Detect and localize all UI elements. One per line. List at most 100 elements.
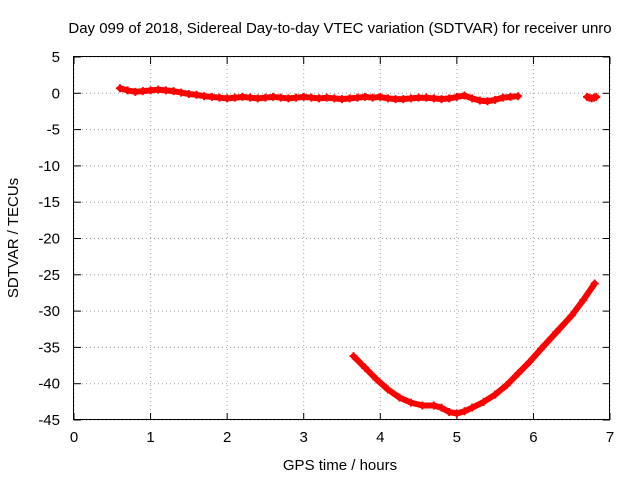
data-point	[406, 94, 415, 103]
data-point	[391, 95, 400, 104]
data-point	[284, 94, 293, 103]
data-point	[406, 398, 415, 407]
data-point	[429, 94, 438, 103]
data-point	[322, 93, 331, 102]
data-point	[207, 92, 216, 101]
data-point	[483, 97, 492, 106]
data-point	[184, 90, 193, 99]
y-tick-label: -35	[38, 339, 60, 356]
data-point	[525, 357, 534, 366]
data-point	[360, 363, 369, 372]
data-point	[399, 95, 408, 104]
series-line	[350, 280, 598, 417]
data-point	[460, 91, 469, 100]
data-point	[590, 279, 599, 288]
data-point	[246, 93, 255, 102]
data-point	[360, 92, 369, 101]
data-point	[445, 408, 454, 417]
data-point	[315, 94, 324, 103]
data-point	[330, 94, 339, 103]
data-point	[223, 94, 232, 103]
data-point	[460, 407, 469, 416]
data-point	[192, 90, 201, 99]
data-point	[353, 93, 362, 102]
data-point	[452, 92, 461, 101]
x-tick-label: 1	[146, 429, 154, 446]
data-point	[307, 93, 316, 102]
data-point	[177, 88, 186, 97]
axis-ticks	[73, 56, 611, 421]
data-point	[169, 87, 178, 96]
series-2	[583, 92, 601, 103]
data-point	[491, 95, 500, 104]
data-point	[383, 385, 392, 394]
y-tick-label: -20	[38, 231, 60, 248]
data-point	[123, 86, 132, 95]
x-tick-label: 6	[529, 429, 537, 446]
x-tick-label: 0	[70, 429, 78, 446]
data-point	[414, 93, 423, 102]
x-tick-label: 3	[300, 429, 308, 446]
data-point	[514, 369, 523, 378]
data-point	[261, 93, 270, 102]
data-point	[514, 92, 523, 101]
data-series	[115, 84, 601, 418]
y-tick-label: -25	[38, 267, 60, 284]
data-point	[395, 393, 404, 402]
y-axis-label: SDTVAR / TECUs	[5, 178, 22, 298]
data-point	[230, 93, 239, 102]
data-point	[372, 375, 381, 384]
series-1	[115, 84, 523, 106]
data-point	[269, 92, 278, 101]
data-point	[349, 352, 358, 361]
data-point	[592, 92, 601, 101]
y-tick-label: -40	[38, 376, 60, 393]
data-point	[579, 296, 588, 305]
data-point	[376, 92, 385, 101]
data-point	[131, 87, 140, 96]
x-axis-label: GPS time / hours	[283, 457, 397, 474]
data-point	[115, 84, 124, 93]
data-point	[552, 328, 561, 337]
y-tick-label: -10	[38, 158, 60, 175]
data-point	[338, 95, 346, 104]
data-point	[422, 93, 431, 102]
y-tick-label: -5	[47, 122, 60, 139]
data-point	[452, 409, 461, 418]
data-point	[537, 344, 546, 353]
data-point	[215, 93, 224, 102]
x-tick-label: 7	[606, 429, 614, 446]
x-tick-label: 5	[453, 429, 461, 446]
x-tick-label: 4	[376, 429, 384, 446]
data-point	[368, 93, 377, 102]
data-point	[253, 94, 262, 103]
data-point	[276, 93, 285, 102]
data-point	[292, 93, 301, 102]
data-point	[498, 93, 507, 102]
data-point	[138, 87, 147, 96]
data-point	[345, 94, 354, 103]
data-point	[445, 94, 454, 103]
data-point	[154, 85, 163, 94]
y-tick-labels: 5 0 -5 -10 -15 -20 -25 -30 -35 -40 -45	[38, 49, 60, 429]
data-point	[161, 86, 170, 95]
data-point	[567, 311, 576, 320]
data-point	[418, 401, 427, 410]
data-point	[200, 92, 209, 101]
x-tick-label: 2	[223, 429, 231, 446]
chart-title: Day 099 of 2018, Sidereal Day-to-day VTE…	[68, 20, 611, 37]
data-point	[491, 390, 500, 399]
data-point	[475, 96, 484, 105]
data-point	[506, 92, 515, 101]
y-tick-label: 0	[52, 85, 60, 102]
data-point	[299, 92, 308, 101]
data-point	[146, 86, 155, 95]
data-point	[238, 92, 247, 101]
data-point	[468, 403, 477, 412]
y-tick-label: -30	[38, 303, 60, 320]
series-3	[349, 279, 599, 418]
data-point	[437, 403, 446, 412]
y-tick-label: 5	[52, 49, 60, 66]
y-tick-label: -45	[38, 412, 60, 429]
